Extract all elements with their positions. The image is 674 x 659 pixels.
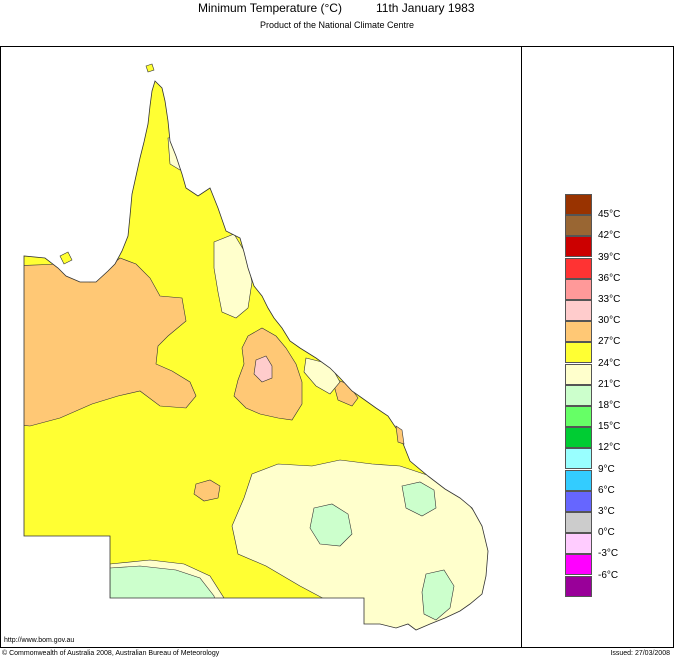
legend-label: 15°C (598, 421, 621, 433)
legend-swatch (565, 236, 592, 258)
legend-label: 45°C (598, 209, 621, 221)
region-21-24-south (231, 459, 488, 630)
legend-swatch (565, 575, 592, 597)
legend-label: 9°C (598, 463, 615, 475)
legend-label: 0°C (598, 527, 615, 539)
map-subtitle: Product of the National Climate Centre (259, 20, 415, 30)
legend-label: 6°C (598, 484, 615, 496)
island (395, 425, 405, 445)
legend-label: 21°C (598, 378, 621, 390)
legend-label: 24°C (598, 357, 621, 369)
legend-swatch (565, 512, 592, 533)
legend-label: 3°C (598, 506, 615, 517)
legend-label: 39°C (598, 251, 621, 263)
legend-label: 30°C (598, 315, 621, 327)
legend-label: 36°C (598, 272, 621, 284)
legend-swatch (565, 469, 592, 491)
legend-swatch (565, 194, 592, 215)
legend-swatch (565, 215, 592, 237)
region-27-30-west (24, 257, 197, 427)
legend-swatch (565, 278, 592, 300)
legend-swatch (565, 448, 592, 470)
region-27-30-small (193, 479, 221, 502)
legend-label: 18°C (598, 400, 621, 411)
temperature-map (23, 63, 489, 631)
region-30-33-central (253, 355, 273, 383)
legend-swatch (565, 427, 592, 449)
legend-swatch (565, 342, 592, 364)
legend-label: 33°C (598, 294, 621, 305)
island (59, 251, 73, 265)
title-date: 11th January 1983 (376, 1, 475, 15)
map-title-block: Minimum Temperature (°C) 11th January 19… (0, 0, 674, 44)
region-18-21-east (401, 481, 437, 517)
legend-swatch (565, 300, 592, 321)
legend-swatch (565, 257, 592, 279)
legend-swatch (565, 384, 592, 406)
legend-swatch (565, 533, 592, 555)
legend-swatch (565, 363, 592, 385)
footer-url: http://www.bom.gov.au (4, 637, 75, 644)
region-18-21-southeast (421, 569, 455, 621)
legend-label: -6°C (598, 569, 619, 581)
map-title: Minimum Temperature (°C) 11th January 19… (198, 1, 475, 15)
legend-swatch (565, 554, 592, 576)
legend-label: 42°C (598, 230, 621, 242)
panel-divider (521, 46, 522, 648)
legend-swatch (565, 321, 592, 343)
legend-label: 27°C (598, 336, 621, 348)
footer-issued-date: Issued: 27/03/2008 (610, 650, 670, 657)
footer-copyright: © Commonwealth of Australia 2008, Austra… (2, 650, 220, 657)
title-heading: Minimum Temperature (°C) (198, 1, 342, 15)
region-21-24-north (213, 233, 253, 319)
legend-swatch (565, 490, 592, 512)
legend-label: -3°C (598, 548, 619, 560)
legend-swatch (565, 406, 592, 427)
region-18-21-darling-downs (309, 503, 353, 547)
legend-label: 12°C (598, 442, 621, 454)
island (145, 63, 155, 73)
